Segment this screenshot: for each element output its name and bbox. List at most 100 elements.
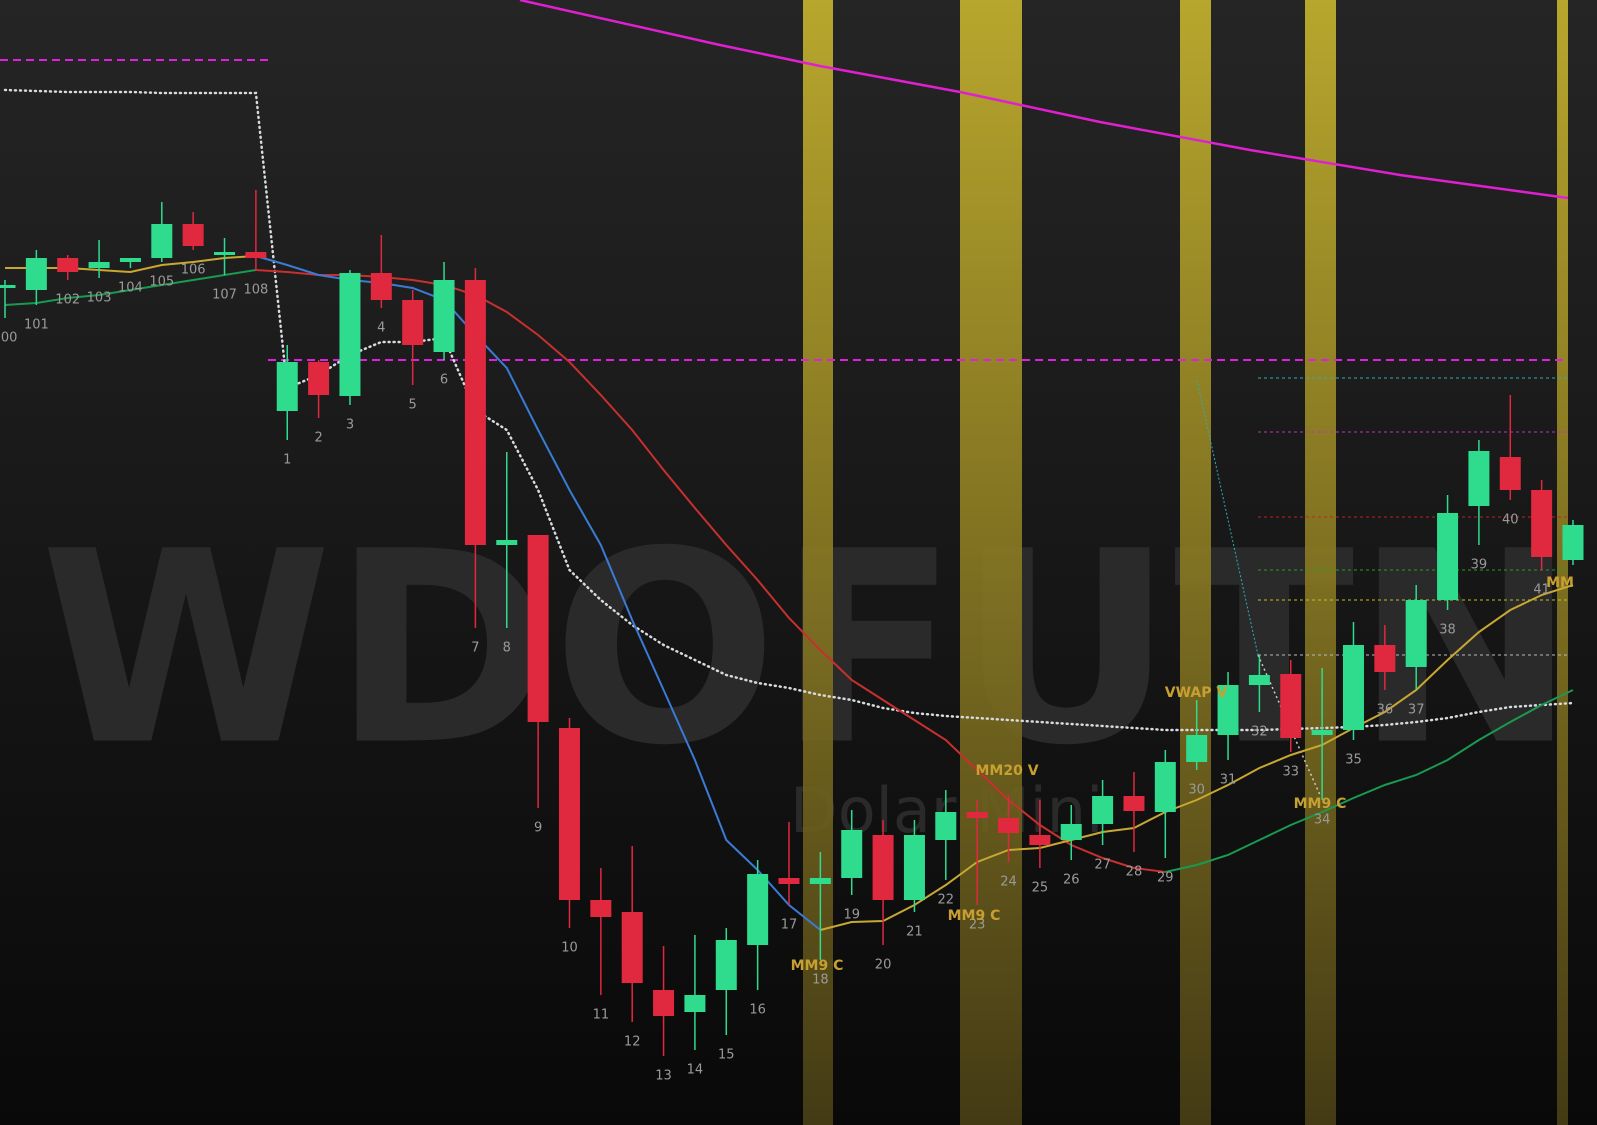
candle-body <box>1060 824 1082 840</box>
band <box>1305 0 1336 1125</box>
indicator-line <box>3 88 1575 732</box>
candle-label: 107 <box>212 288 237 303</box>
band <box>803 0 833 1125</box>
annotation: MM9 C <box>791 958 844 974</box>
candle-body <box>1405 600 1427 667</box>
candle-body <box>903 835 925 900</box>
annotation: MM9 C <box>1294 796 1347 812</box>
candle-body <box>1311 730 1333 735</box>
candle-label: 20 <box>875 958 892 973</box>
annotation: MM20 V <box>975 763 1038 779</box>
candle-body <box>57 258 79 272</box>
candle-body <box>1342 645 1364 730</box>
candle-body <box>935 812 957 840</box>
candle-label: 12 <box>624 1035 641 1050</box>
candle-body <box>684 995 706 1012</box>
candle-label: 10 <box>561 941 578 956</box>
candle-body <box>214 252 236 255</box>
candle-label: 39 <box>1471 558 1488 573</box>
candle-body <box>778 878 800 884</box>
candle-body <box>1123 796 1145 811</box>
candle-label: 27 <box>1094 858 1111 873</box>
annotation: MM <box>1546 575 1574 591</box>
candle-body <box>1029 835 1051 845</box>
candle-body <box>809 878 831 884</box>
candle-body <box>715 940 737 990</box>
candle-label: 16 <box>749 1003 766 1018</box>
candle-label: 33 <box>1282 765 1299 780</box>
band <box>960 0 1022 1125</box>
candle-label: 26 <box>1063 873 1080 888</box>
candle-body <box>1499 457 1521 490</box>
candle-body <box>0 285 16 288</box>
candle-body <box>464 280 486 545</box>
indicator-line <box>4 269 1574 873</box>
candle-label: 31 <box>1220 773 1237 788</box>
candle-body <box>276 362 298 411</box>
candle-body <box>1186 735 1208 762</box>
candle-body <box>119 258 141 262</box>
candle-body <box>966 812 988 818</box>
candle-body <box>1092 796 1114 824</box>
band <box>1180 0 1211 1125</box>
candle-body <box>1562 525 1584 560</box>
candle-label: 3 <box>346 418 354 433</box>
candle-body <box>841 830 863 878</box>
candle-body <box>1248 675 1270 685</box>
candle-label: 1 <box>283 453 291 468</box>
candle-label: 7 <box>471 641 479 656</box>
candle-label: 5 <box>409 398 417 413</box>
candle-body <box>182 224 204 246</box>
candle-label: 13 <box>655 1069 672 1084</box>
candle-label: 35 <box>1345 753 1362 768</box>
candle-label: 25 <box>1032 881 1049 896</box>
candle-label: 29 <box>1157 871 1174 886</box>
candle-body <box>747 874 769 945</box>
candle-label: 19 <box>843 908 860 923</box>
candle-label: 17 <box>781 918 798 933</box>
candle-label: 22 <box>938 893 955 908</box>
candle-body <box>1531 490 1553 557</box>
candle-body <box>1217 685 1239 735</box>
candle-label: 15 <box>718 1048 735 1063</box>
candle-body <box>151 224 173 258</box>
candle-label: 14 <box>687 1063 704 1078</box>
candle-body <box>653 990 675 1016</box>
candle-label: 41 <box>1533 583 1550 598</box>
candle-body <box>402 300 424 345</box>
candle-body <box>1280 674 1302 738</box>
candle-body <box>1154 762 1176 812</box>
candle-label: 34 <box>1314 813 1331 828</box>
candle-label: 18 <box>812 973 829 988</box>
annotation: VWAP V <box>1165 685 1228 701</box>
candle-label: 38 <box>1439 623 1456 638</box>
candle-label: 4 <box>377 321 385 336</box>
candle-label: 2 <box>314 431 322 446</box>
candle-body <box>621 912 643 983</box>
candle-label: 6 <box>440 373 448 388</box>
candle-body <box>339 273 361 396</box>
candle-body <box>25 258 47 290</box>
candle-body <box>998 818 1020 833</box>
candle-label: 23 <box>969 918 986 933</box>
candle-body <box>1374 645 1396 672</box>
candle-body <box>496 540 518 545</box>
candle-label: 8 <box>503 641 511 656</box>
candle-body <box>88 262 110 268</box>
guide-line <box>1196 379 1259 656</box>
candle-label: 101 <box>24 318 49 333</box>
candle-label: 32 <box>1251 725 1268 740</box>
candle-body <box>558 728 580 900</box>
candle-body <box>1437 513 1459 600</box>
candle-body <box>245 252 267 258</box>
candle-body <box>433 280 455 352</box>
candle-label: 21 <box>906 925 923 940</box>
candle-label: 11 <box>593 1008 610 1023</box>
annotation: MM9 C <box>948 908 1001 924</box>
candle-label: 104 <box>118 281 143 296</box>
candle-label: 37 <box>1408 703 1425 718</box>
candle-label: 102 <box>55 293 80 308</box>
candle-body <box>308 362 330 395</box>
